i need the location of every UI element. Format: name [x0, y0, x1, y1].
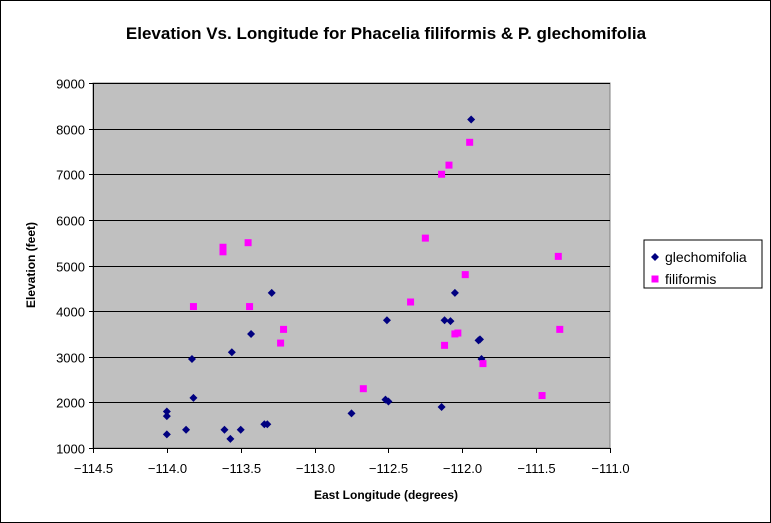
glechomifolia-point: [226, 434, 235, 443]
glechomifolia-point: [446, 317, 455, 326]
filiformis-point: [280, 325, 288, 333]
plot-area: [92, 82, 611, 449]
x-tick-label: −113.5: [222, 461, 261, 476]
filiformis-point: [554, 252, 562, 260]
y-tick-label: 9000: [56, 77, 85, 92]
glechomifolia-point: [474, 336, 483, 345]
glechomifolia-point: [162, 412, 171, 421]
glechomifolia-point: [450, 288, 459, 297]
glechomifolia-point: [247, 329, 256, 338]
legend-box: [643, 239, 763, 289]
series-filiformis: [189, 138, 564, 400]
filiformis-point: [445, 161, 453, 169]
glechomifolia-point: [347, 409, 356, 418]
filiformis-point: [441, 341, 449, 349]
glechomifolia-point: [440, 316, 449, 325]
y-axis-label: Elevation (feet): [24, 222, 38, 308]
glechomifolia-point: [382, 316, 391, 325]
glechomifolia-point: [162, 430, 171, 439]
glechomifolia-point: [182, 425, 191, 434]
legend-label-glechomifolia: glechomifolia: [665, 249, 747, 265]
x-tick-label: −111.0: [591, 461, 629, 476]
filiformis-point: [466, 138, 474, 146]
x-tick-label: −111.5: [517, 461, 555, 476]
filiformis-point: [244, 239, 252, 247]
glechomifolia-point: [162, 407, 171, 416]
filiformis-point: [246, 303, 254, 311]
glechomifolia-point: [467, 115, 476, 124]
filiformis-point: [438, 170, 446, 178]
glechomifolia-point: [236, 425, 245, 434]
y-tick-label: 8000: [56, 123, 85, 138]
filiformis-point: [454, 329, 462, 337]
legend: glechomifolia filiformis: [643, 239, 763, 289]
x-tick-label: −112.0: [443, 461, 482, 476]
filiformis-point: [219, 243, 227, 251]
glechomifolia-point: [227, 348, 236, 357]
series-glechomifolia: [162, 115, 486, 443]
filiformis-point: [479, 360, 487, 368]
filiformis-point: [219, 248, 227, 256]
x-tick-label: −114.0: [148, 461, 187, 476]
y-tick-label: 7000: [56, 168, 85, 183]
filiformis-point: [556, 325, 564, 333]
glechomifolia-point: [187, 355, 196, 364]
legend-label-filiformis: filiformis: [665, 271, 716, 287]
y-tick-label: 2000: [56, 396, 85, 411]
filiformis-point: [421, 234, 429, 242]
x-tick-label: −114.5: [74, 461, 113, 476]
y-tick-label: 1000: [56, 442, 85, 457]
x-axis-label: East Longitude (degrees): [314, 488, 458, 502]
glechomifolia-point: [220, 425, 229, 434]
glechomifolia-point: [437, 402, 446, 411]
y-tick-label: 6000: [56, 214, 85, 229]
filiformis-point: [461, 271, 469, 279]
gridlines: [93, 83, 610, 403]
filiformis-point: [277, 339, 285, 347]
filiformis-point: [359, 385, 367, 393]
y-tick-label: 3000: [56, 351, 85, 366]
data-points: [162, 115, 564, 443]
glechomifolia-legend-marker: [651, 253, 659, 261]
glechomifolia-point: [263, 420, 272, 429]
x-tick-label: −113.0: [296, 461, 335, 476]
glechomifolia-point: [384, 397, 393, 406]
axes: 1000 2000 3000 4000 5000 6000 7000 8000 9000 −114…: [56, 77, 630, 477]
glechomifolia-point: [267, 288, 276, 297]
y-tick-label: 4000: [56, 305, 85, 320]
filiformis-point: [538, 392, 546, 400]
glechomifolia-point: [189, 393, 198, 402]
x-tick-label: −112.5: [369, 461, 408, 476]
filiformis-point: [407, 298, 415, 306]
y-tick-label: 5000: [56, 260, 85, 275]
filiformis-legend-marker: [651, 275, 659, 283]
chart-title: Elevation Vs. Longitude for Phacelia fil…: [126, 24, 647, 43]
filiformis-point: [189, 303, 197, 311]
